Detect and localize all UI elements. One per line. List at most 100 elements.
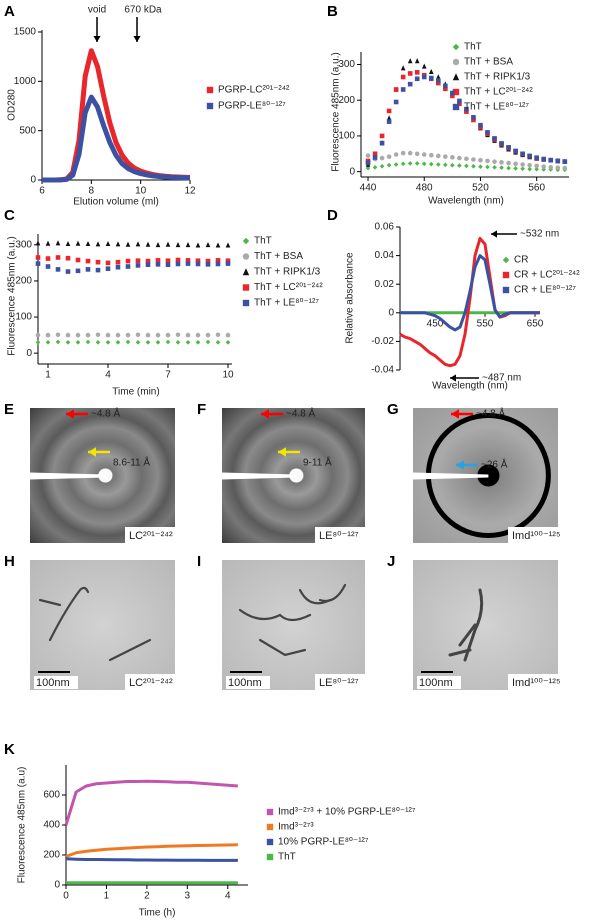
data-point [386, 119, 392, 124]
x-tick-label: 4 [105, 370, 111, 381]
data-point [215, 332, 221, 338]
legend-marker [266, 808, 274, 816]
data-point [506, 160, 511, 166]
data-point [478, 122, 483, 128]
data-point [379, 140, 385, 146]
data-point [513, 148, 518, 154]
legend-label: Imd³⁻²⁷³ [278, 822, 314, 833]
data-point [135, 258, 141, 264]
data-point [115, 241, 121, 247]
legend-label: CR + LE⁸⁰⁻¹²⁷ [514, 285, 576, 296]
data-point [125, 241, 131, 247]
data-point [65, 240, 71, 247]
data-point [105, 266, 111, 271]
label-box [417, 676, 461, 689]
data-point [135, 241, 141, 247]
data-point [485, 164, 490, 170]
legend-label: CR [514, 255, 528, 266]
data-point [443, 86, 448, 92]
caption-box [508, 674, 558, 690]
y-tick-label: 0 [26, 348, 32, 359]
x-tick-label: 3 [185, 891, 191, 902]
data-point [534, 166, 539, 172]
data-point [400, 161, 406, 167]
data-point [45, 264, 51, 269]
annotation: void [88, 5, 106, 16]
data-point [155, 340, 161, 345]
arrow-head [66, 409, 74, 419]
data-point [195, 261, 201, 267]
data-point [414, 70, 420, 75]
data-point [75, 257, 81, 263]
panel-letter: C [4, 207, 15, 224]
data-point [541, 164, 547, 169]
legend-marker [502, 256, 510, 264]
series-line [64, 779, 239, 826]
data-point [527, 166, 532, 172]
data-point [205, 258, 211, 264]
x-tick-label: 0 [63, 891, 69, 902]
arrow-label: ~4.8 Å [476, 407, 506, 420]
y-tick-label: 600 [43, 790, 60, 801]
x-tick-label: 1 [104, 891, 110, 902]
data-point [471, 115, 476, 120]
data-point [520, 162, 525, 167]
x-tick-label: 8 [89, 186, 95, 197]
data-point [457, 163, 462, 168]
y-tick-label: 0 [388, 307, 394, 318]
legend-marker [242, 268, 250, 276]
data-point [155, 262, 161, 267]
legend-marker [452, 103, 460, 111]
data-point [165, 339, 171, 345]
fibril [258, 638, 307, 657]
data-point [414, 151, 420, 157]
panel-letter: B [327, 3, 338, 20]
x-tick-label: 10 [135, 186, 147, 197]
data-point [443, 162, 448, 168]
panel-letter: D [327, 207, 338, 224]
data-point [195, 242, 201, 248]
panel-letter: J [387, 553, 395, 570]
data-point [135, 332, 141, 338]
fibril [38, 598, 62, 607]
data-point [115, 259, 121, 265]
data-point [428, 75, 434, 81]
arrow-label: ~4.8 Å [286, 407, 316, 420]
data-point [421, 63, 427, 69]
data-point [55, 332, 61, 338]
data-point [379, 155, 385, 161]
annotation: 670 kDa [124, 5, 162, 16]
data-point [105, 332, 111, 338]
data-point [105, 340, 111, 345]
fibril [48, 586, 90, 642]
panel-caption: LC²⁰¹⁻²⁴² [129, 677, 173, 689]
legend-label: ThT + BSA [464, 57, 513, 68]
legend-marker [266, 853, 274, 861]
data-point [225, 332, 231, 338]
data-point [548, 157, 554, 163]
data-point [75, 340, 81, 345]
x-tick-label: 450 [427, 318, 444, 329]
y-tick-label: 200 [338, 95, 355, 106]
fibril [458, 623, 477, 647]
data-point [520, 166, 525, 172]
data-point [55, 255, 61, 260]
data-point [95, 267, 101, 273]
arrow-label: ~4.8 Å [91, 407, 121, 420]
data-point [562, 159, 568, 164]
legend-label: ThT [254, 236, 272, 247]
panel-letter: A [4, 3, 15, 20]
x-tick-label: 550 [477, 318, 494, 329]
data-point [372, 155, 378, 160]
data-point [393, 152, 399, 157]
arrow-head [133, 36, 141, 42]
data-point [135, 340, 141, 345]
data-point [499, 160, 504, 165]
data-point [407, 150, 413, 156]
data-point [471, 117, 476, 123]
legend-marker [452, 88, 460, 96]
data-point [105, 260, 111, 266]
data-point [155, 258, 161, 263]
data-point [215, 242, 221, 248]
data-point [499, 141, 504, 146]
